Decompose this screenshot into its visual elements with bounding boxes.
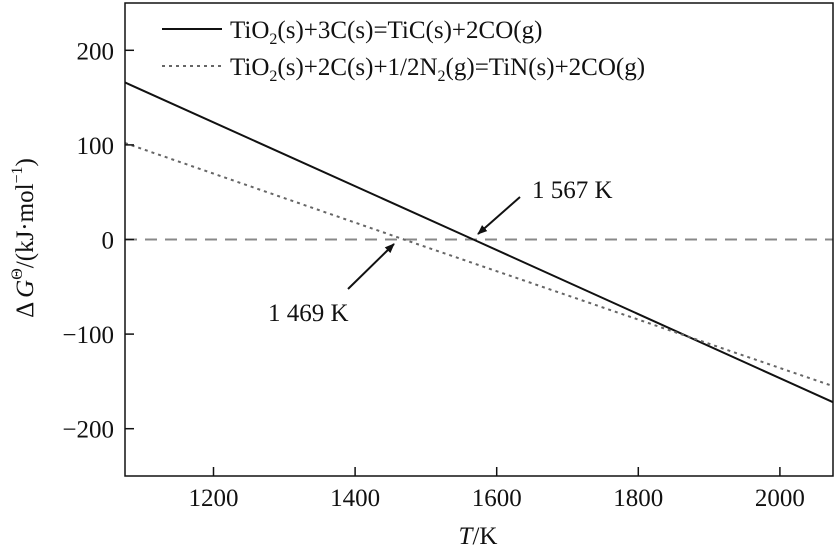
x-tick-label: 1400 (330, 485, 380, 512)
annotation-label-1567: 1 567 K (532, 177, 613, 204)
annotation-label-1469: 1 469 K (268, 300, 349, 327)
series-line-2 (124, 142, 834, 388)
legend-label-series-1: TiO2(s)+3C(s)=TiC(s)+2CO(g) (230, 17, 542, 48)
annotation-arrow-1469 (347, 243, 395, 290)
y-tick-label: −100 (62, 322, 114, 349)
x-tick-label: 2000 (755, 485, 805, 512)
y-axis-label: ΔGΘ/(kJ·mol−1) (9, 158, 39, 318)
x-tick-label: 1200 (189, 485, 239, 512)
y-tick-label: −200 (62, 417, 114, 444)
x-tick-label: 1600 (472, 485, 522, 512)
y-tick-label: 200 (77, 38, 115, 65)
legend-label-series-2: TiO2(s)+2C(s)+1/2N2(g)=TiN(s)+2CO(g) (230, 54, 645, 85)
series-line-1 (124, 81, 834, 404)
y-tick-label: 100 (77, 133, 115, 160)
legend: TiO2(s)+3C(s)=TiC(s)+2CO(g) TiO2(s)+2C(s… (162, 17, 645, 85)
annotation-arrow-1567 (477, 196, 521, 235)
x-axis-label: T/K (459, 523, 498, 550)
x-tick-label: 1800 (613, 485, 663, 512)
y-tick-label: 0 (102, 228, 115, 255)
